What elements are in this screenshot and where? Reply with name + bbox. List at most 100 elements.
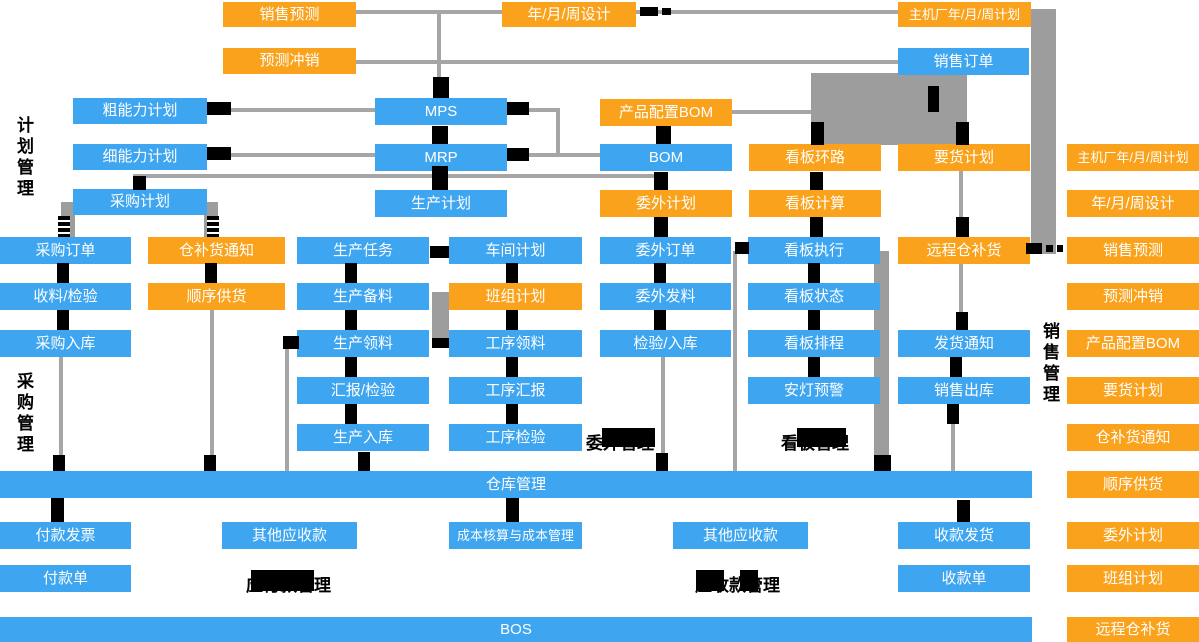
redaction-block bbox=[696, 570, 724, 591]
connector-arrow-bar bbox=[506, 404, 518, 424]
connector-arrow-bar bbox=[358, 452, 370, 471]
connector-arrow-bar bbox=[345, 310, 357, 330]
payment-slip: 付款单 bbox=[0, 565, 131, 592]
connector-arrow-bar bbox=[430, 246, 449, 258]
connector-arrow-bar bbox=[345, 404, 357, 424]
side-team-plan: 班组计划 bbox=[1067, 565, 1199, 592]
outsource-order: 委外订单 bbox=[600, 237, 731, 264]
report-inspect: 汇报/检验 bbox=[297, 377, 429, 404]
connector-arrow-bar bbox=[51, 498, 64, 522]
workshop-plan: 车间计划 bbox=[449, 237, 582, 264]
purchase-plan: 采购计划 bbox=[73, 189, 207, 215]
connector-arrow-bar bbox=[654, 263, 666, 283]
connector-arrow-bar bbox=[205, 263, 217, 283]
connector-arrow-bar bbox=[1057, 245, 1063, 252]
connector-arrow-bar bbox=[57, 263, 69, 283]
outsource-issue: 委外发料 bbox=[600, 283, 731, 310]
connector-line bbox=[133, 174, 661, 178]
side-year-month-week-design: 年/月/周设计 bbox=[1067, 190, 1199, 217]
remote-warehouse-replenish: 远程仓补货 bbox=[898, 237, 1030, 264]
kanban-loop: 看板环路 bbox=[749, 144, 881, 171]
sales-order: 销售订单 bbox=[898, 48, 1029, 75]
connector-arrow-bar bbox=[956, 217, 969, 237]
connector-arrow-bar bbox=[956, 312, 968, 330]
connector-arrow-bar bbox=[207, 147, 231, 160]
connector-line bbox=[959, 171, 963, 221]
process-report: 工序汇报 bbox=[449, 377, 582, 404]
connector-arrow-bar bbox=[506, 498, 519, 522]
outsource-plan: 委外计划 bbox=[600, 190, 732, 217]
payment-invoice: 付款发票 bbox=[0, 522, 131, 549]
cost-accounting: 成本核算与成本管理 bbox=[449, 522, 582, 549]
side-sequence-supply: 顺序供货 bbox=[1067, 471, 1199, 498]
production-plan: 生产计划 bbox=[375, 190, 507, 217]
bom: BOM bbox=[600, 144, 732, 171]
connector-arrow-bar bbox=[1046, 245, 1053, 252]
team-plan: 班组计划 bbox=[449, 283, 582, 310]
connector-arrow-bar bbox=[433, 77, 449, 98]
connector-arrow-bar bbox=[507, 102, 529, 115]
connector-arrow-bar bbox=[283, 336, 299, 349]
side-remote-warehouse-replenish: 远程仓补货 bbox=[1067, 617, 1199, 642]
year-month-week-design-top: 年/月/周设计 bbox=[502, 2, 636, 27]
kanban-status: 看板状态 bbox=[748, 283, 880, 310]
connector-arrow-bar bbox=[432, 338, 449, 348]
fine-capacity-plan: 细能力计划 bbox=[73, 144, 207, 170]
production-task: 生产任务 bbox=[297, 237, 429, 264]
connector-line bbox=[59, 357, 63, 471]
mps: MPS bbox=[375, 98, 507, 125]
sales-outstock: 销售出库 bbox=[898, 377, 1030, 404]
side-warehouse-replenish-notice: 仓补货通知 bbox=[1067, 424, 1199, 451]
connector-arrow-bar bbox=[654, 310, 666, 330]
connector-arrow-bar bbox=[808, 357, 820, 377]
connector-arrow-bar bbox=[956, 122, 969, 145]
side-product-config-bom: 产品配置BOM bbox=[1067, 330, 1199, 357]
connector-arrow-bar bbox=[950, 357, 962, 377]
receipt-slip: 收款单 bbox=[898, 565, 1030, 592]
side-demand-plan: 要货计划 bbox=[1067, 377, 1199, 404]
purchasing-management-label: 采购管理 bbox=[14, 372, 33, 456]
receive-inspect: 收料/检验 bbox=[0, 283, 131, 310]
connector-arrow-bar bbox=[1026, 243, 1042, 254]
connector-line bbox=[356, 60, 898, 64]
forecast-offset-top: 预测冲销 bbox=[223, 48, 356, 74]
redaction-block bbox=[251, 570, 314, 591]
connector-arrow-bar bbox=[654, 172, 668, 190]
planning-management-label: 计划管理 bbox=[14, 116, 33, 200]
connector-arrow-bar bbox=[432, 126, 448, 144]
other-receivables-left: 其他应收款 bbox=[222, 522, 357, 549]
connector-arrow-bar bbox=[810, 217, 823, 237]
connector-line bbox=[356, 10, 502, 14]
connector-arrow-bar bbox=[662, 8, 671, 15]
connector-arrow-bar bbox=[656, 126, 671, 144]
connector-arrow-bar bbox=[207, 102, 231, 115]
delivery-notice: 发货通知 bbox=[898, 330, 1030, 357]
connector-line bbox=[228, 153, 375, 157]
connector-line bbox=[636, 10, 898, 14]
connector-arrow-bar bbox=[810, 172, 823, 190]
andon-warning: 安灯预警 bbox=[748, 377, 880, 404]
gray-block-center bbox=[811, 73, 967, 145]
connector-arrow-bar-dashed bbox=[58, 216, 70, 237]
connector-line bbox=[951, 424, 955, 471]
connector-arrow-bar bbox=[640, 7, 658, 16]
connector-arrow-bar bbox=[928, 86, 939, 112]
connector-arrow-bar-dashed bbox=[207, 216, 219, 237]
connector-arrow-bar bbox=[874, 455, 891, 471]
connector-line bbox=[732, 110, 811, 114]
connector-arrow-bar bbox=[808, 310, 820, 330]
warehouse-management-bar: 仓库管理 bbox=[0, 471, 1032, 498]
kanban-calc: 看板计算 bbox=[749, 190, 881, 217]
redaction-block bbox=[797, 428, 846, 447]
redaction-block bbox=[740, 570, 758, 591]
connector-line bbox=[210, 310, 214, 471]
rough-capacity-plan: 粗能力计划 bbox=[73, 98, 207, 124]
connector-line bbox=[437, 10, 441, 92]
purchase-instock: 采购入库 bbox=[0, 330, 131, 357]
kanban-execute: 看板执行 bbox=[748, 237, 880, 264]
connector-arrow-bar bbox=[345, 357, 357, 377]
purchase-order: 采购订单 bbox=[0, 237, 131, 264]
other-receivables-right: 其他应收款 bbox=[673, 522, 808, 549]
connector-arrow-bar bbox=[345, 263, 357, 283]
gray-band-right bbox=[1031, 9, 1056, 254]
